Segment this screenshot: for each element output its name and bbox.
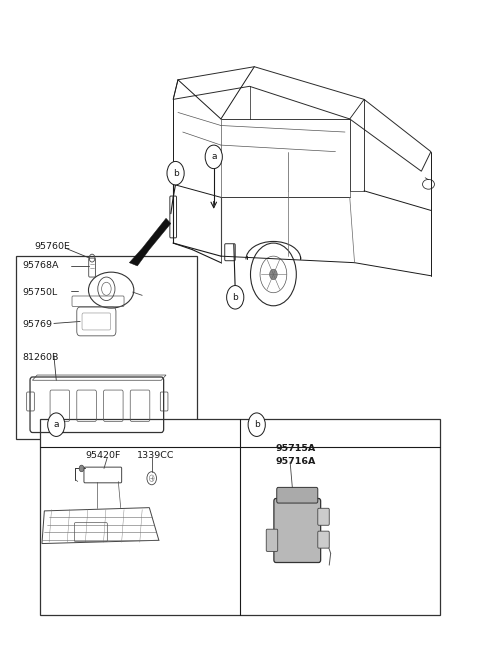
Circle shape	[248, 413, 265, 436]
Circle shape	[79, 465, 84, 472]
Circle shape	[227, 285, 244, 309]
FancyBboxPatch shape	[318, 508, 329, 525]
Text: 95715A: 95715A	[276, 444, 316, 453]
Circle shape	[48, 413, 65, 436]
FancyBboxPatch shape	[274, 499, 321, 562]
Text: b: b	[254, 420, 260, 429]
Text: b: b	[232, 293, 238, 302]
Text: a: a	[211, 152, 216, 161]
Text: 95750L: 95750L	[23, 287, 58, 297]
Circle shape	[270, 269, 277, 279]
Polygon shape	[129, 218, 171, 266]
Text: 81260B: 81260B	[23, 353, 59, 362]
Text: 95716A: 95716A	[276, 457, 316, 466]
Text: b: b	[173, 169, 179, 178]
FancyBboxPatch shape	[39, 419, 441, 615]
Text: 95768A: 95768A	[23, 262, 60, 270]
Text: a: a	[53, 420, 59, 429]
Text: 95769: 95769	[23, 320, 53, 329]
FancyBboxPatch shape	[318, 531, 329, 548]
Text: 1339CC: 1339CC	[137, 451, 175, 460]
FancyBboxPatch shape	[266, 529, 278, 552]
Circle shape	[205, 145, 222, 169]
FancyBboxPatch shape	[277, 487, 318, 503]
FancyBboxPatch shape	[16, 256, 197, 439]
Text: 95420F: 95420F	[85, 451, 120, 460]
Text: 95760E: 95760E	[35, 242, 71, 251]
Circle shape	[167, 161, 184, 185]
